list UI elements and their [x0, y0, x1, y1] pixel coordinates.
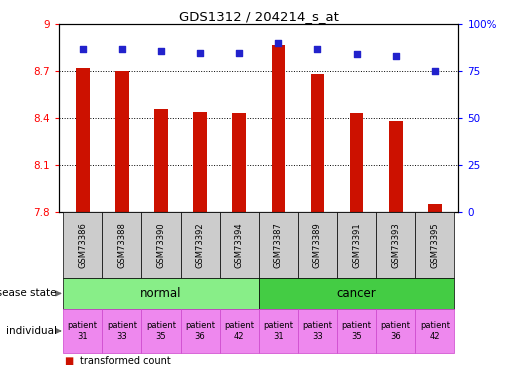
Bar: [298, 309, 337, 352]
Text: GSM73388: GSM73388: [117, 222, 126, 268]
Point: [235, 50, 244, 55]
Text: patient
36: patient 36: [185, 321, 215, 340]
Point: [79, 46, 87, 52]
Bar: [76, 68, 90, 212]
Text: patient
33: patient 33: [302, 321, 333, 340]
Bar: [142, 309, 181, 352]
Text: GSM73386: GSM73386: [78, 222, 87, 268]
Bar: [220, 212, 259, 278]
Text: normal: normal: [140, 287, 182, 300]
Text: cancer: cancer: [337, 287, 376, 300]
Text: GSM73395: GSM73395: [431, 222, 439, 267]
Point: [274, 40, 282, 46]
Text: patient
42: patient 42: [224, 321, 254, 340]
Bar: [337, 212, 376, 278]
Bar: [311, 74, 324, 212]
Text: GSM73390: GSM73390: [157, 222, 165, 267]
Bar: [220, 309, 259, 352]
Text: patient
35: patient 35: [146, 321, 176, 340]
Point: [118, 46, 126, 52]
Bar: [298, 212, 337, 278]
Bar: [350, 113, 364, 212]
Bar: [193, 112, 207, 212]
Bar: [337, 309, 376, 352]
Bar: [154, 109, 168, 212]
Bar: [415, 212, 454, 278]
Point: [196, 50, 204, 55]
Text: patient
36: patient 36: [381, 321, 411, 340]
Bar: [181, 309, 220, 352]
Bar: [271, 45, 285, 212]
Text: GSM73392: GSM73392: [196, 222, 204, 267]
Text: GSM73394: GSM73394: [235, 222, 244, 267]
Text: GSM73389: GSM73389: [313, 222, 322, 268]
Bar: [259, 278, 454, 309]
Text: transformed count: transformed count: [80, 356, 170, 366]
Point: [313, 46, 321, 52]
Text: GSM73391: GSM73391: [352, 222, 361, 267]
Title: GDS1312 / 204214_s_at: GDS1312 / 204214_s_at: [179, 10, 339, 23]
Bar: [389, 121, 403, 212]
Bar: [376, 212, 415, 278]
Text: individual: individual: [6, 326, 57, 336]
Text: GSM73393: GSM73393: [391, 222, 400, 268]
Text: patient
33: patient 33: [107, 321, 137, 340]
Text: ■: ■: [64, 356, 74, 366]
Bar: [63, 309, 102, 352]
Bar: [259, 212, 298, 278]
Point: [157, 48, 165, 54]
Bar: [415, 309, 454, 352]
Point: [391, 53, 400, 59]
Bar: [102, 212, 142, 278]
Text: patient
31: patient 31: [67, 321, 98, 340]
Bar: [428, 204, 442, 212]
Bar: [181, 212, 220, 278]
Point: [431, 68, 439, 74]
Point: [352, 51, 360, 57]
Bar: [63, 278, 259, 309]
Text: disease state: disease state: [0, 288, 57, 298]
Bar: [63, 212, 102, 278]
Text: patient
35: patient 35: [341, 321, 372, 340]
Text: patient
31: patient 31: [263, 321, 294, 340]
Text: GSM73387: GSM73387: [274, 222, 283, 268]
Bar: [102, 309, 142, 352]
Bar: [232, 113, 246, 212]
Bar: [376, 309, 415, 352]
Text: patient
42: patient 42: [420, 321, 450, 340]
Bar: [142, 212, 181, 278]
Bar: [115, 71, 129, 212]
Bar: [259, 309, 298, 352]
